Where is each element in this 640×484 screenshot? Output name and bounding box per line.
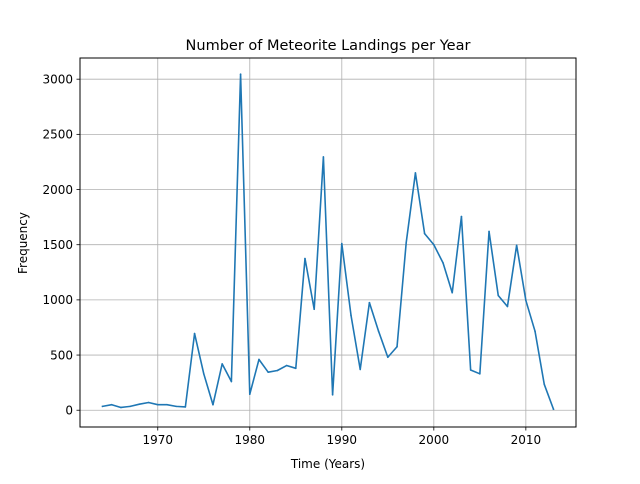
data-point bbox=[202, 373, 205, 375]
data-point bbox=[552, 408, 555, 410]
data-point bbox=[414, 172, 417, 174]
series-line bbox=[101, 73, 555, 411]
data-point bbox=[506, 305, 509, 308]
x-tick-label: 1970 bbox=[142, 433, 173, 447]
series-layer bbox=[101, 73, 555, 411]
data-point bbox=[101, 405, 104, 408]
y-tick-label: 2000 bbox=[42, 183, 73, 197]
data-point bbox=[377, 330, 380, 333]
data-point bbox=[396, 345, 398, 348]
x-tick-label: 2000 bbox=[419, 433, 450, 447]
data-point bbox=[120, 406, 122, 409]
x-tick-label: 1990 bbox=[327, 433, 358, 447]
data-point bbox=[175, 405, 177, 408]
plot-frame bbox=[79, 57, 577, 428]
data-point bbox=[230, 380, 233, 383]
data-point bbox=[285, 364, 288, 367]
y-axis-label: Frequency bbox=[16, 212, 30, 274]
y-axis: 0 500 1000 1500 2000 2500 3000 bbox=[42, 72, 80, 418]
data-point bbox=[405, 241, 408, 244]
data-point bbox=[294, 367, 297, 370]
data-point bbox=[304, 257, 306, 260]
data-point bbox=[156, 403, 159, 406]
data-point bbox=[460, 215, 463, 218]
data-point bbox=[212, 403, 214, 406]
data-point bbox=[497, 294, 500, 297]
data-point bbox=[469, 369, 472, 371]
grid bbox=[80, 58, 576, 427]
data-point bbox=[451, 291, 454, 294]
data-point bbox=[433, 243, 435, 246]
data-point bbox=[129, 405, 131, 408]
data-point bbox=[359, 368, 362, 371]
x-axis: 1970 1980 1990 2000 2010 bbox=[142, 427, 541, 447]
data-point bbox=[221, 363, 223, 365]
data-point bbox=[239, 73, 242, 76]
data-point bbox=[166, 403, 168, 406]
data-point bbox=[138, 403, 141, 405]
data-point bbox=[534, 330, 536, 333]
data-point bbox=[387, 356, 389, 359]
data-point bbox=[193, 332, 196, 335]
data-point bbox=[488, 230, 490, 233]
data-point bbox=[258, 358, 260, 361]
data-point bbox=[184, 406, 187, 408]
data-point bbox=[368, 301, 371, 304]
x-axis-label: Time (Years) bbox=[290, 457, 365, 471]
data-point bbox=[350, 314, 352, 317]
data-point bbox=[543, 383, 546, 386]
chart-title: Number of Meteorite Landings per Year bbox=[186, 38, 471, 54]
data-point bbox=[267, 371, 269, 373]
y-tick-label: 1500 bbox=[42, 238, 73, 252]
data-point bbox=[341, 242, 343, 245]
y-tick-label: 500 bbox=[50, 348, 73, 362]
x-tick-label: 1980 bbox=[235, 433, 266, 447]
data-point bbox=[442, 262, 444, 264]
data-point bbox=[331, 393, 334, 396]
data-point bbox=[276, 369, 279, 372]
data-point bbox=[322, 156, 325, 158]
data-point bbox=[515, 244, 518, 247]
data-point bbox=[313, 308, 315, 311]
y-tick-label: 1000 bbox=[42, 293, 73, 307]
x-tick-label: 2010 bbox=[511, 433, 542, 447]
y-tick-label: 3000 bbox=[42, 72, 73, 86]
data-point bbox=[479, 373, 481, 375]
data-point bbox=[423, 232, 426, 235]
data-point bbox=[248, 393, 251, 396]
data-point bbox=[147, 401, 150, 404]
data-point bbox=[110, 403, 113, 406]
data-point bbox=[525, 299, 527, 302]
y-tick-label: 0 bbox=[65, 404, 73, 418]
y-tick-label: 2500 bbox=[42, 128, 73, 142]
